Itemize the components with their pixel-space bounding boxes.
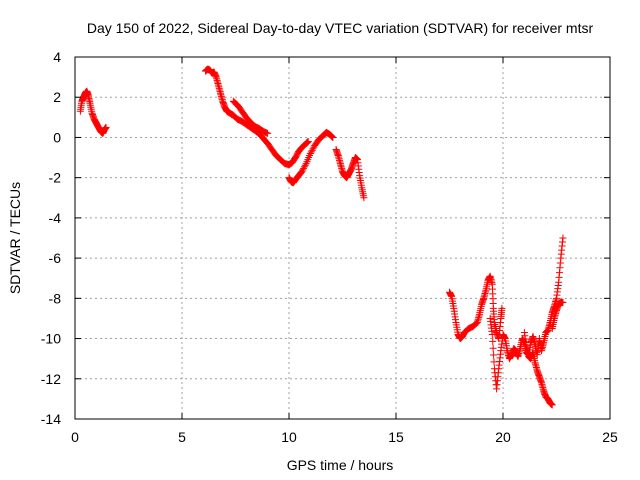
data-point xyxy=(301,161,309,169)
data-point xyxy=(490,351,498,359)
plot-frame xyxy=(74,56,611,420)
data-point xyxy=(309,145,317,153)
data-point xyxy=(306,150,314,158)
data-point xyxy=(264,129,272,137)
data-point xyxy=(299,166,307,174)
y-tick-label: -4 xyxy=(49,210,62,226)
data-point xyxy=(559,298,567,306)
y-tick-label: -8 xyxy=(49,290,62,306)
data-point xyxy=(328,133,336,141)
y-tick-label: -6 xyxy=(49,250,62,266)
data-point xyxy=(488,331,496,339)
chart-title: Day 150 of 2022, Sidereal Day-to-day VTE… xyxy=(87,20,594,36)
x-tick-label: 5 xyxy=(178,429,186,445)
data-point xyxy=(548,401,556,409)
x-tick-label: 20 xyxy=(495,429,511,445)
data-point xyxy=(300,163,308,171)
y-tick-label: 4 xyxy=(53,49,61,65)
data-point xyxy=(304,137,312,145)
grid-lines xyxy=(75,57,610,419)
y-axis-label: SDTVAR / TECUs xyxy=(7,182,23,294)
y-tick-label: -2 xyxy=(49,170,62,186)
data-point xyxy=(298,168,306,176)
y-tick-label: -12 xyxy=(41,371,61,387)
x-tick-labels: 0 5 10 15 20 25 xyxy=(71,429,618,445)
y-tick-label: -14 xyxy=(41,411,61,427)
data-point xyxy=(300,164,308,172)
data-point xyxy=(360,194,368,202)
x-tick-label: 0 xyxy=(71,429,79,445)
data-point xyxy=(498,304,506,312)
data-points xyxy=(76,65,567,409)
x-tick-label: 15 xyxy=(388,429,404,445)
x-tick-label: 25 xyxy=(602,429,618,445)
x-tick-label: 10 xyxy=(281,429,297,445)
data-point xyxy=(308,146,316,154)
data-point xyxy=(102,123,110,131)
data-point xyxy=(329,133,337,141)
data-point xyxy=(489,344,497,352)
x-axis-label: GPS time / hours xyxy=(287,457,394,473)
tick-marks xyxy=(74,56,611,420)
data-point xyxy=(559,234,567,242)
data-point xyxy=(307,148,315,156)
y-tick-label: 0 xyxy=(53,129,61,145)
data-point xyxy=(328,132,336,140)
y-tick-label: -10 xyxy=(41,331,61,347)
y-tick-labels: -14 -12 -10 -8 -6 -4 -2 0 2 4 xyxy=(41,49,61,427)
data-point xyxy=(489,337,497,345)
y-tick-label: 2 xyxy=(53,89,61,105)
